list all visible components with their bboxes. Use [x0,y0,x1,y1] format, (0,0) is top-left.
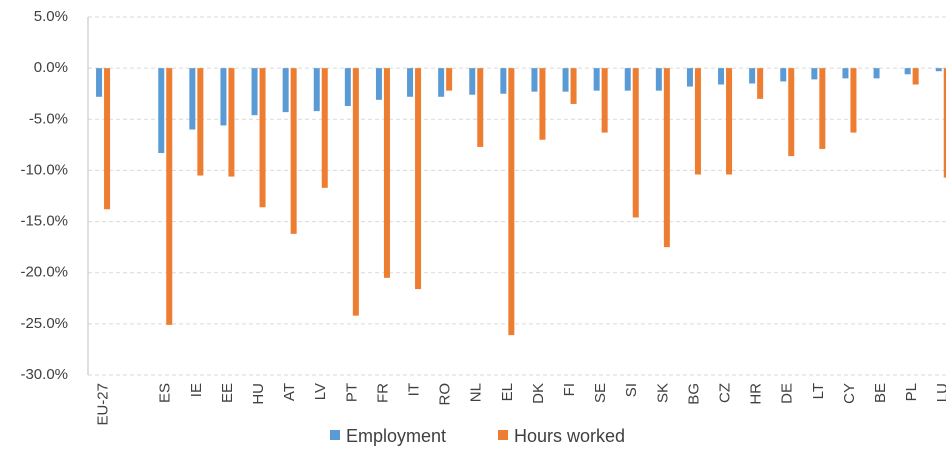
bar [508,68,515,336]
bar [352,68,359,316]
bar [842,68,849,79]
bar [96,68,103,97]
bar [469,68,476,95]
x-tick-label: BG [685,383,702,405]
x-tick-label: EL [499,383,516,401]
bar [197,68,204,176]
bar [259,68,266,208]
y-tick-label: -5.0% [29,110,68,127]
bar [873,68,880,79]
bar [531,68,538,92]
legend-swatch [498,430,508,440]
bar [788,68,795,157]
x-tick-label: HU [250,383,267,405]
bar [446,68,453,91]
bar [726,68,733,175]
bar [562,68,569,92]
legend-label: Employment [346,426,446,446]
x-tick-label: IT [406,383,423,396]
y-tick-label: -20.0% [20,264,68,281]
bar [220,68,227,126]
x-tick-label: CZ [717,383,734,403]
bar [718,68,725,85]
bar [344,68,351,106]
x-tick-label: PL [903,383,920,401]
x-tick-label: CY [841,383,858,404]
y-tick-label: -25.0% [20,315,68,332]
x-tick-label: EU-27 [95,383,112,426]
bar [811,68,818,80]
bar [601,68,608,133]
x-tick-label: DK [530,383,547,404]
bar [686,68,693,87]
bar [655,68,662,91]
bar [189,68,196,130]
bar [104,68,111,210]
bar [290,68,297,234]
bar [694,68,701,175]
x-tick-label: FI [561,383,578,396]
bar [500,68,507,94]
bar [166,68,173,325]
x-tick-label: LV [312,383,329,400]
x-tick-label: SE [592,383,609,403]
y-tick-label: -10.0% [20,161,68,178]
y-tick-label: 0.0% [34,59,68,76]
legend-label: Hours worked [514,426,625,446]
x-tick-label: IE [188,383,205,397]
bar [632,68,639,218]
bar [850,68,857,133]
x-tick-label: PT [343,383,360,402]
bar [904,68,911,75]
x-tick-label: FR [374,383,391,403]
bar [935,68,942,72]
bar [593,68,600,91]
bar [282,68,289,113]
x-tick-label: AT [281,383,298,401]
y-tick-label: -15.0% [20,213,68,230]
bar [321,68,328,188]
x-tick-label: SI [623,383,640,397]
bar [624,68,631,91]
x-tick-label: EE [219,383,236,403]
bar [819,68,826,149]
x-tick-label: ES [157,383,174,403]
bar [912,68,919,85]
bar [407,68,414,97]
bar [539,68,546,140]
bar [570,68,577,104]
y-tick-label: 5.0% [34,8,68,25]
x-tick-label: LT [810,383,827,399]
bar [158,68,165,154]
x-tick-label: RO [437,383,454,406]
bar [415,68,422,290]
bar [757,68,764,99]
x-tick-label: DE [779,383,796,404]
bar [477,68,484,147]
bar [438,68,445,97]
bar [375,68,382,100]
bar [780,68,787,82]
bar [251,68,258,116]
legend-swatch [330,430,340,440]
x-tick-label: HR [748,383,765,405]
bar [228,68,235,177]
bar [663,68,670,248]
x-tick-label: SK [654,383,671,403]
bar [943,68,946,178]
x-tick-label: LU [934,383,946,402]
x-tick-label: NL [468,383,485,402]
bar [313,68,320,112]
y-tick-label: -30.0% [20,366,68,383]
bar [383,68,390,278]
x-tick-label: BE [872,383,889,403]
bar [749,68,756,84]
